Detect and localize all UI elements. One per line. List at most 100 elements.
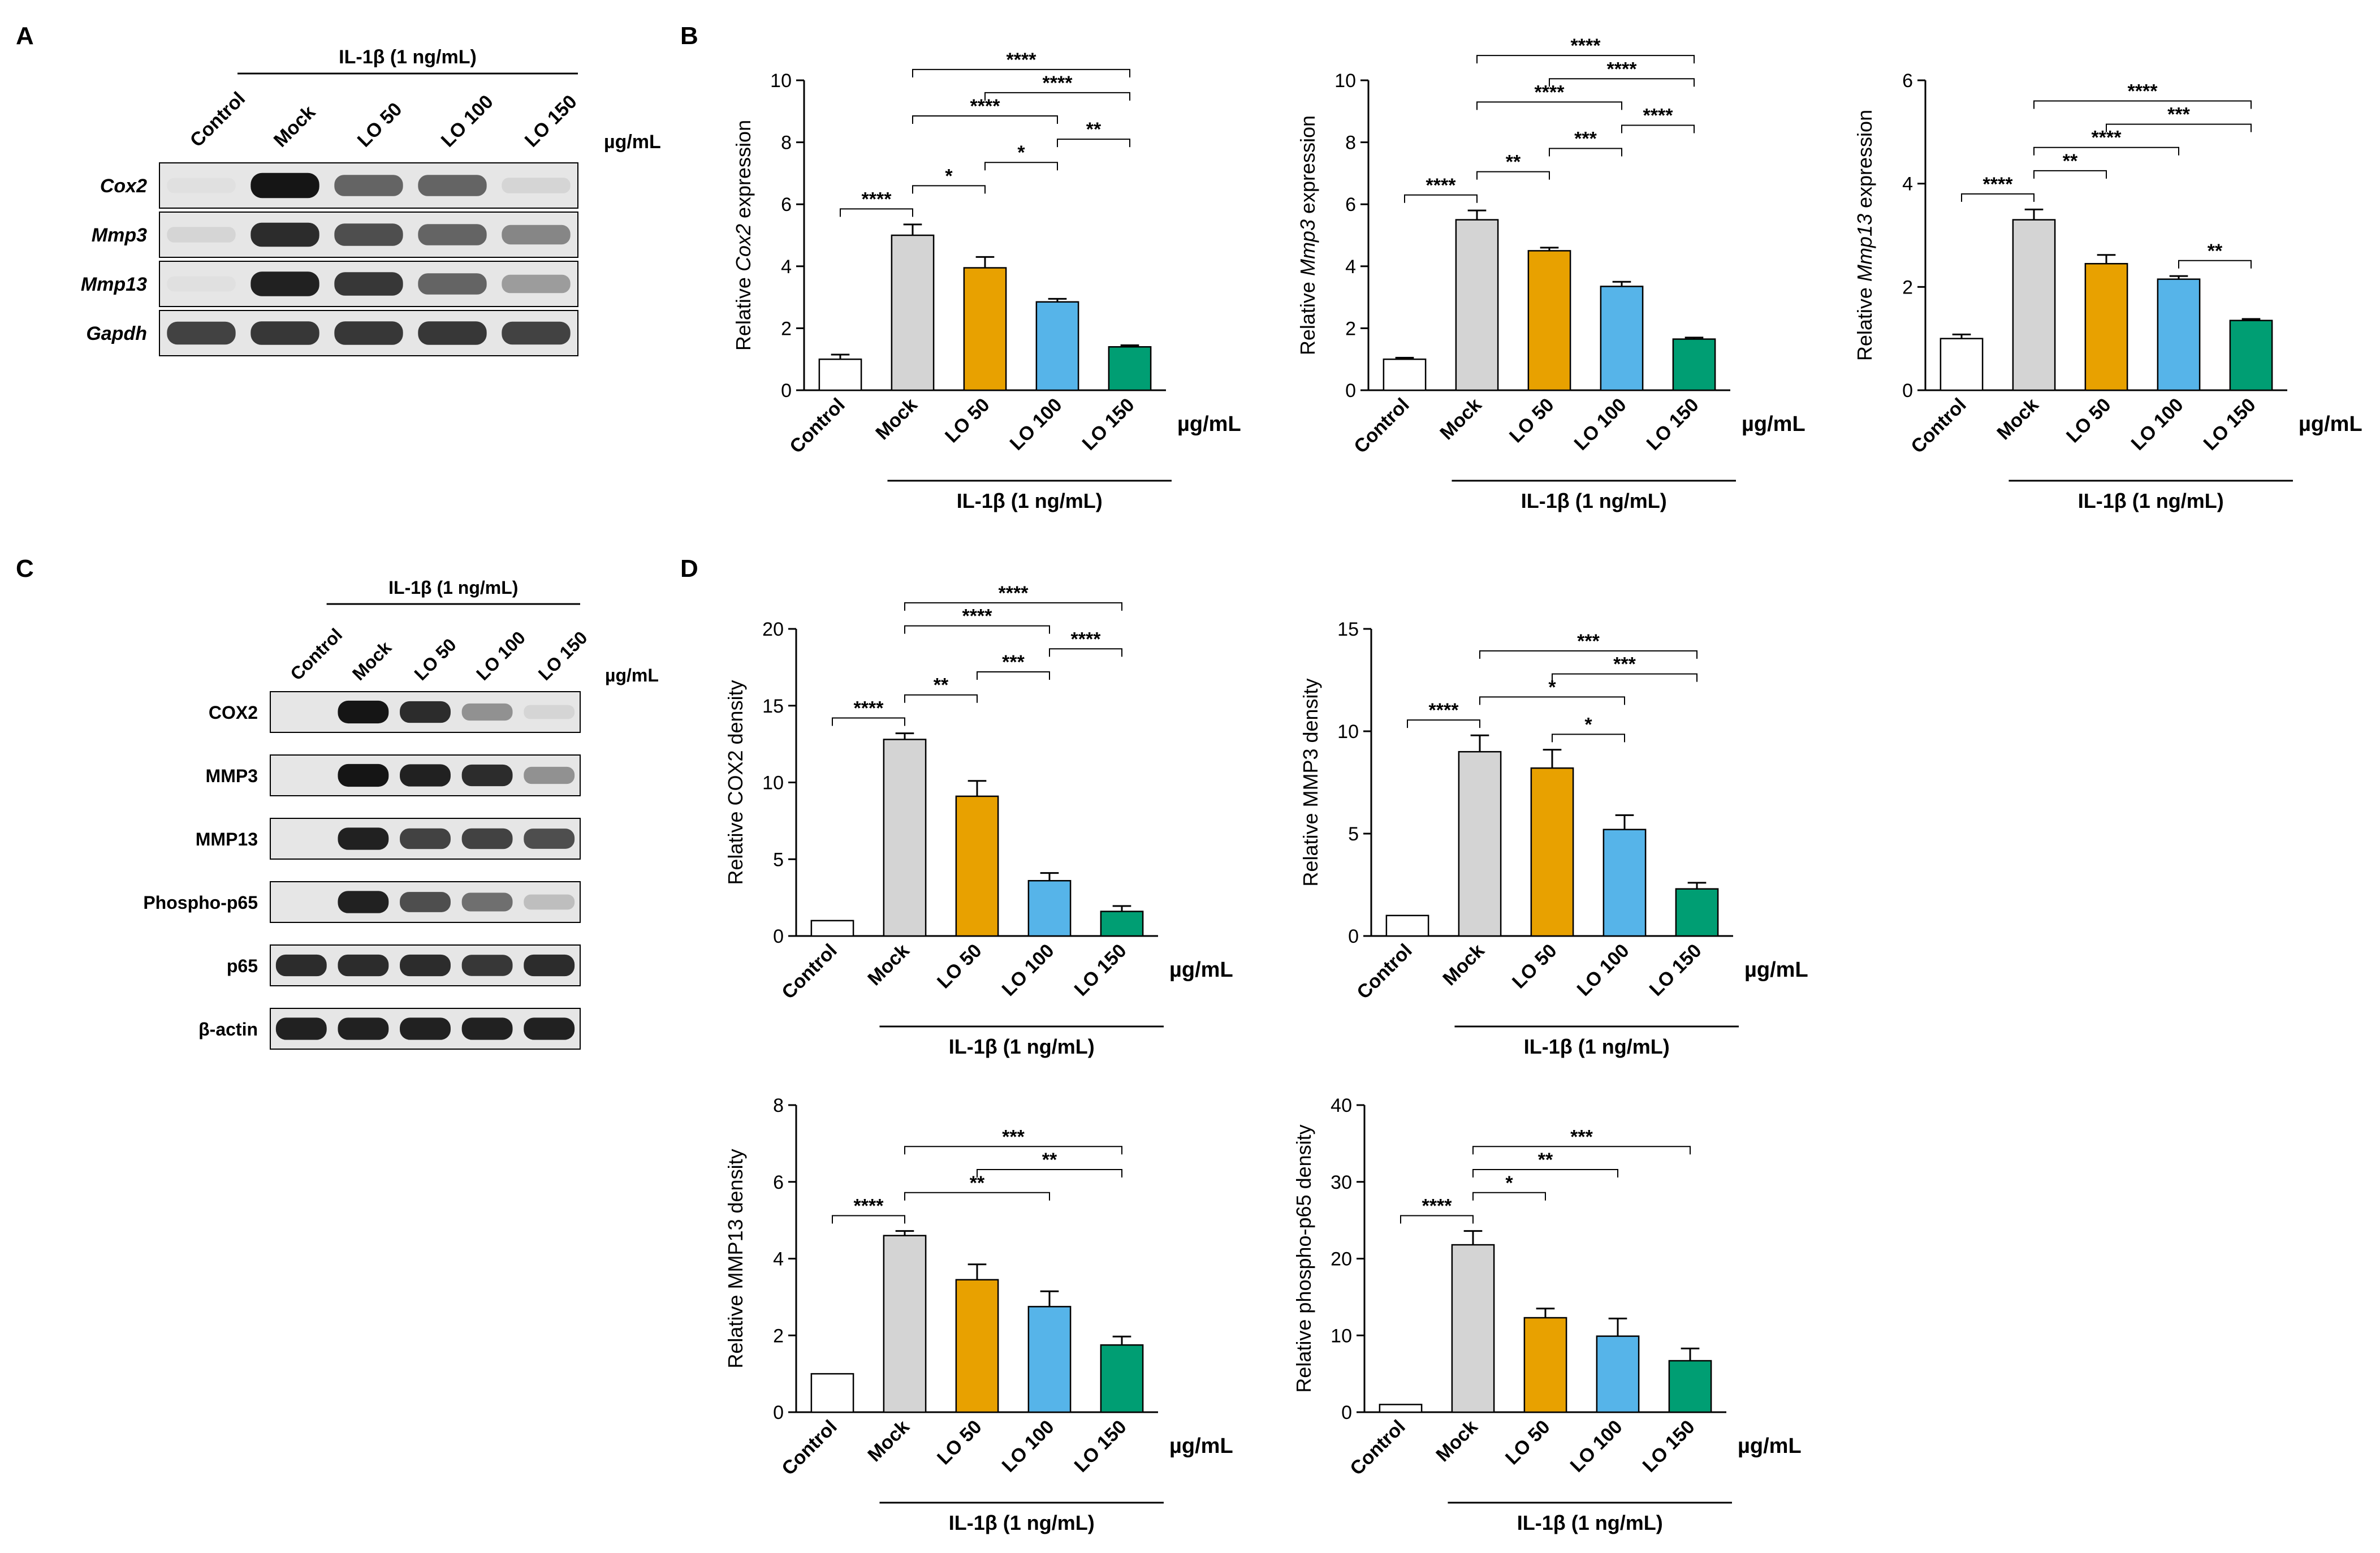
bar (1383, 358, 1427, 391)
blot-band (338, 954, 389, 977)
significance-bracket (1472, 1192, 1546, 1201)
y-tick-label: 0 (1345, 380, 1356, 402)
blot-band (275, 954, 327, 977)
y-tick-label: 40 (1331, 1095, 1352, 1116)
bar (883, 1235, 927, 1413)
lane-label: LO 150 (521, 91, 581, 152)
treatment-label: IL-1β (1 ng/mL) (339, 46, 477, 68)
x-tick-label: Mock (1436, 394, 1485, 444)
x-tick-label: LO 100 (1566, 1416, 1627, 1477)
x-tick-label: Control (1350, 394, 1413, 458)
x-tick-label: Control (1907, 394, 1970, 458)
y-tick-label: 4 (1345, 256, 1356, 278)
bar (891, 234, 935, 391)
significance-label: **** (1607, 58, 1638, 80)
significance-bracket (912, 115, 1058, 124)
blot-band (524, 894, 575, 910)
significance-bracket (904, 602, 1122, 611)
y-tick-label: 4 (773, 1249, 784, 1270)
significance-label: ** (934, 675, 949, 696)
significance-bracket (1549, 78, 1695, 87)
blot-row-label: β-actin (198, 1019, 258, 1039)
significance-bracket (832, 1215, 905, 1224)
x-tick-label: LO 150 (1643, 394, 1703, 455)
treatment-label: IL-1β (1 ng/mL) (1521, 489, 1667, 512)
significance-label: *** (1570, 1126, 1593, 1148)
y-tick-label: 5 (773, 849, 784, 870)
lane-label: LO 100 (437, 91, 498, 152)
lane-label: LO 50 (410, 635, 460, 684)
x-tick-label: Mock (1432, 1416, 1481, 1466)
treatment-label: IL-1β (1 ng/mL) (1517, 1511, 1663, 1534)
treatment-label: IL-1β (1 ng/mL) (388, 577, 518, 598)
significance-bracket (977, 671, 1050, 680)
y-tick-label: 0 (773, 1402, 784, 1423)
bar (1455, 219, 1499, 391)
blot-band (275, 1017, 327, 1040)
x-tick-label: LO 150 (1645, 940, 1706, 1000)
bar (1385, 914, 1429, 937)
significance-label: **** (1426, 175, 1457, 196)
bar (2084, 262, 2128, 391)
blot-band (338, 1017, 389, 1040)
chart-mmp13-expression: 0 2 4 6 Relative Mmp13 expression Control Mock… (1853, 70, 2362, 512)
blot-band (400, 892, 451, 912)
blot-band (418, 224, 487, 245)
significance-bracket (1476, 101, 1622, 110)
blot-band (338, 827, 389, 850)
blot-panel-c: Control Mock LO 50 LO 100 LO 150 µg/mL IL-1β (… (143, 577, 659, 1050)
bar (1458, 750, 1502, 937)
y-tick-label: 8 (781, 132, 792, 154)
y-axis-label: Relative Cox2 expression (732, 120, 755, 351)
significance-bracket (904, 694, 978, 703)
blot-row-label: Cox2 (100, 175, 147, 197)
significance-label: *** (2167, 104, 2190, 126)
blot-band (461, 764, 513, 787)
blot-row-label: Mmp13 (81, 274, 147, 295)
significance-label: * (1017, 142, 1025, 163)
y-tick-label: 2 (1345, 318, 1356, 339)
blot-row-label: Gapdh (86, 323, 147, 344)
significance-bracket (1472, 1169, 1618, 1178)
y-tick-label: 15 (1337, 619, 1359, 640)
significance-label: **** (1071, 628, 1102, 650)
unit-label: µg/mL (1744, 958, 1808, 982)
significance-label: **** (862, 188, 892, 210)
significance-label: **** (1643, 105, 1674, 126)
blot-band (502, 225, 571, 245)
y-tick-label: 10 (1337, 721, 1359, 743)
x-tick-label: LO 150 (1639, 1416, 1699, 1477)
blot-band (461, 955, 513, 976)
x-tick-label: Control (785, 394, 849, 458)
blot-band (167, 321, 236, 345)
blot-band (338, 891, 389, 913)
bar (1596, 1335, 1640, 1413)
y-tick-label: 8 (1345, 132, 1356, 154)
blot-band (250, 271, 319, 296)
bar (818, 358, 862, 391)
blot-band (418, 175, 487, 196)
significance-bracket (1621, 124, 1695, 133)
y-tick-label: 2 (773, 1325, 784, 1347)
x-tick-label: Mock (863, 940, 913, 990)
bar (1027, 1306, 1072, 1413)
x-tick-label: LO 100 (998, 940, 1059, 1000)
significance-label: **** (854, 1195, 884, 1216)
treatment-label: IL-1β (1 ng/mL) (949, 1035, 1095, 1058)
y-axis-label: Relative Mmp3 expression (1296, 115, 1319, 355)
x-tick-label: Control (1346, 1416, 1409, 1479)
y-tick-label: 0 (1902, 380, 1913, 402)
significance-bracket (2033, 146, 2179, 156)
significance-bracket (1552, 673, 1697, 682)
x-tick-label: LO 150 (1070, 940, 1131, 1000)
significance-bracket (1961, 193, 2035, 202)
blot-band (418, 321, 487, 345)
significance-label: *** (1002, 1126, 1025, 1148)
significance-bracket (2106, 123, 2252, 132)
significance-bracket (1479, 696, 1625, 705)
y-axis-label: Relative MMP3 density (1299, 678, 1322, 886)
blot-band (338, 763, 389, 787)
significance-bracket (1479, 650, 1697, 659)
significance-bracket (904, 1146, 1122, 1155)
blot-band (334, 175, 403, 196)
